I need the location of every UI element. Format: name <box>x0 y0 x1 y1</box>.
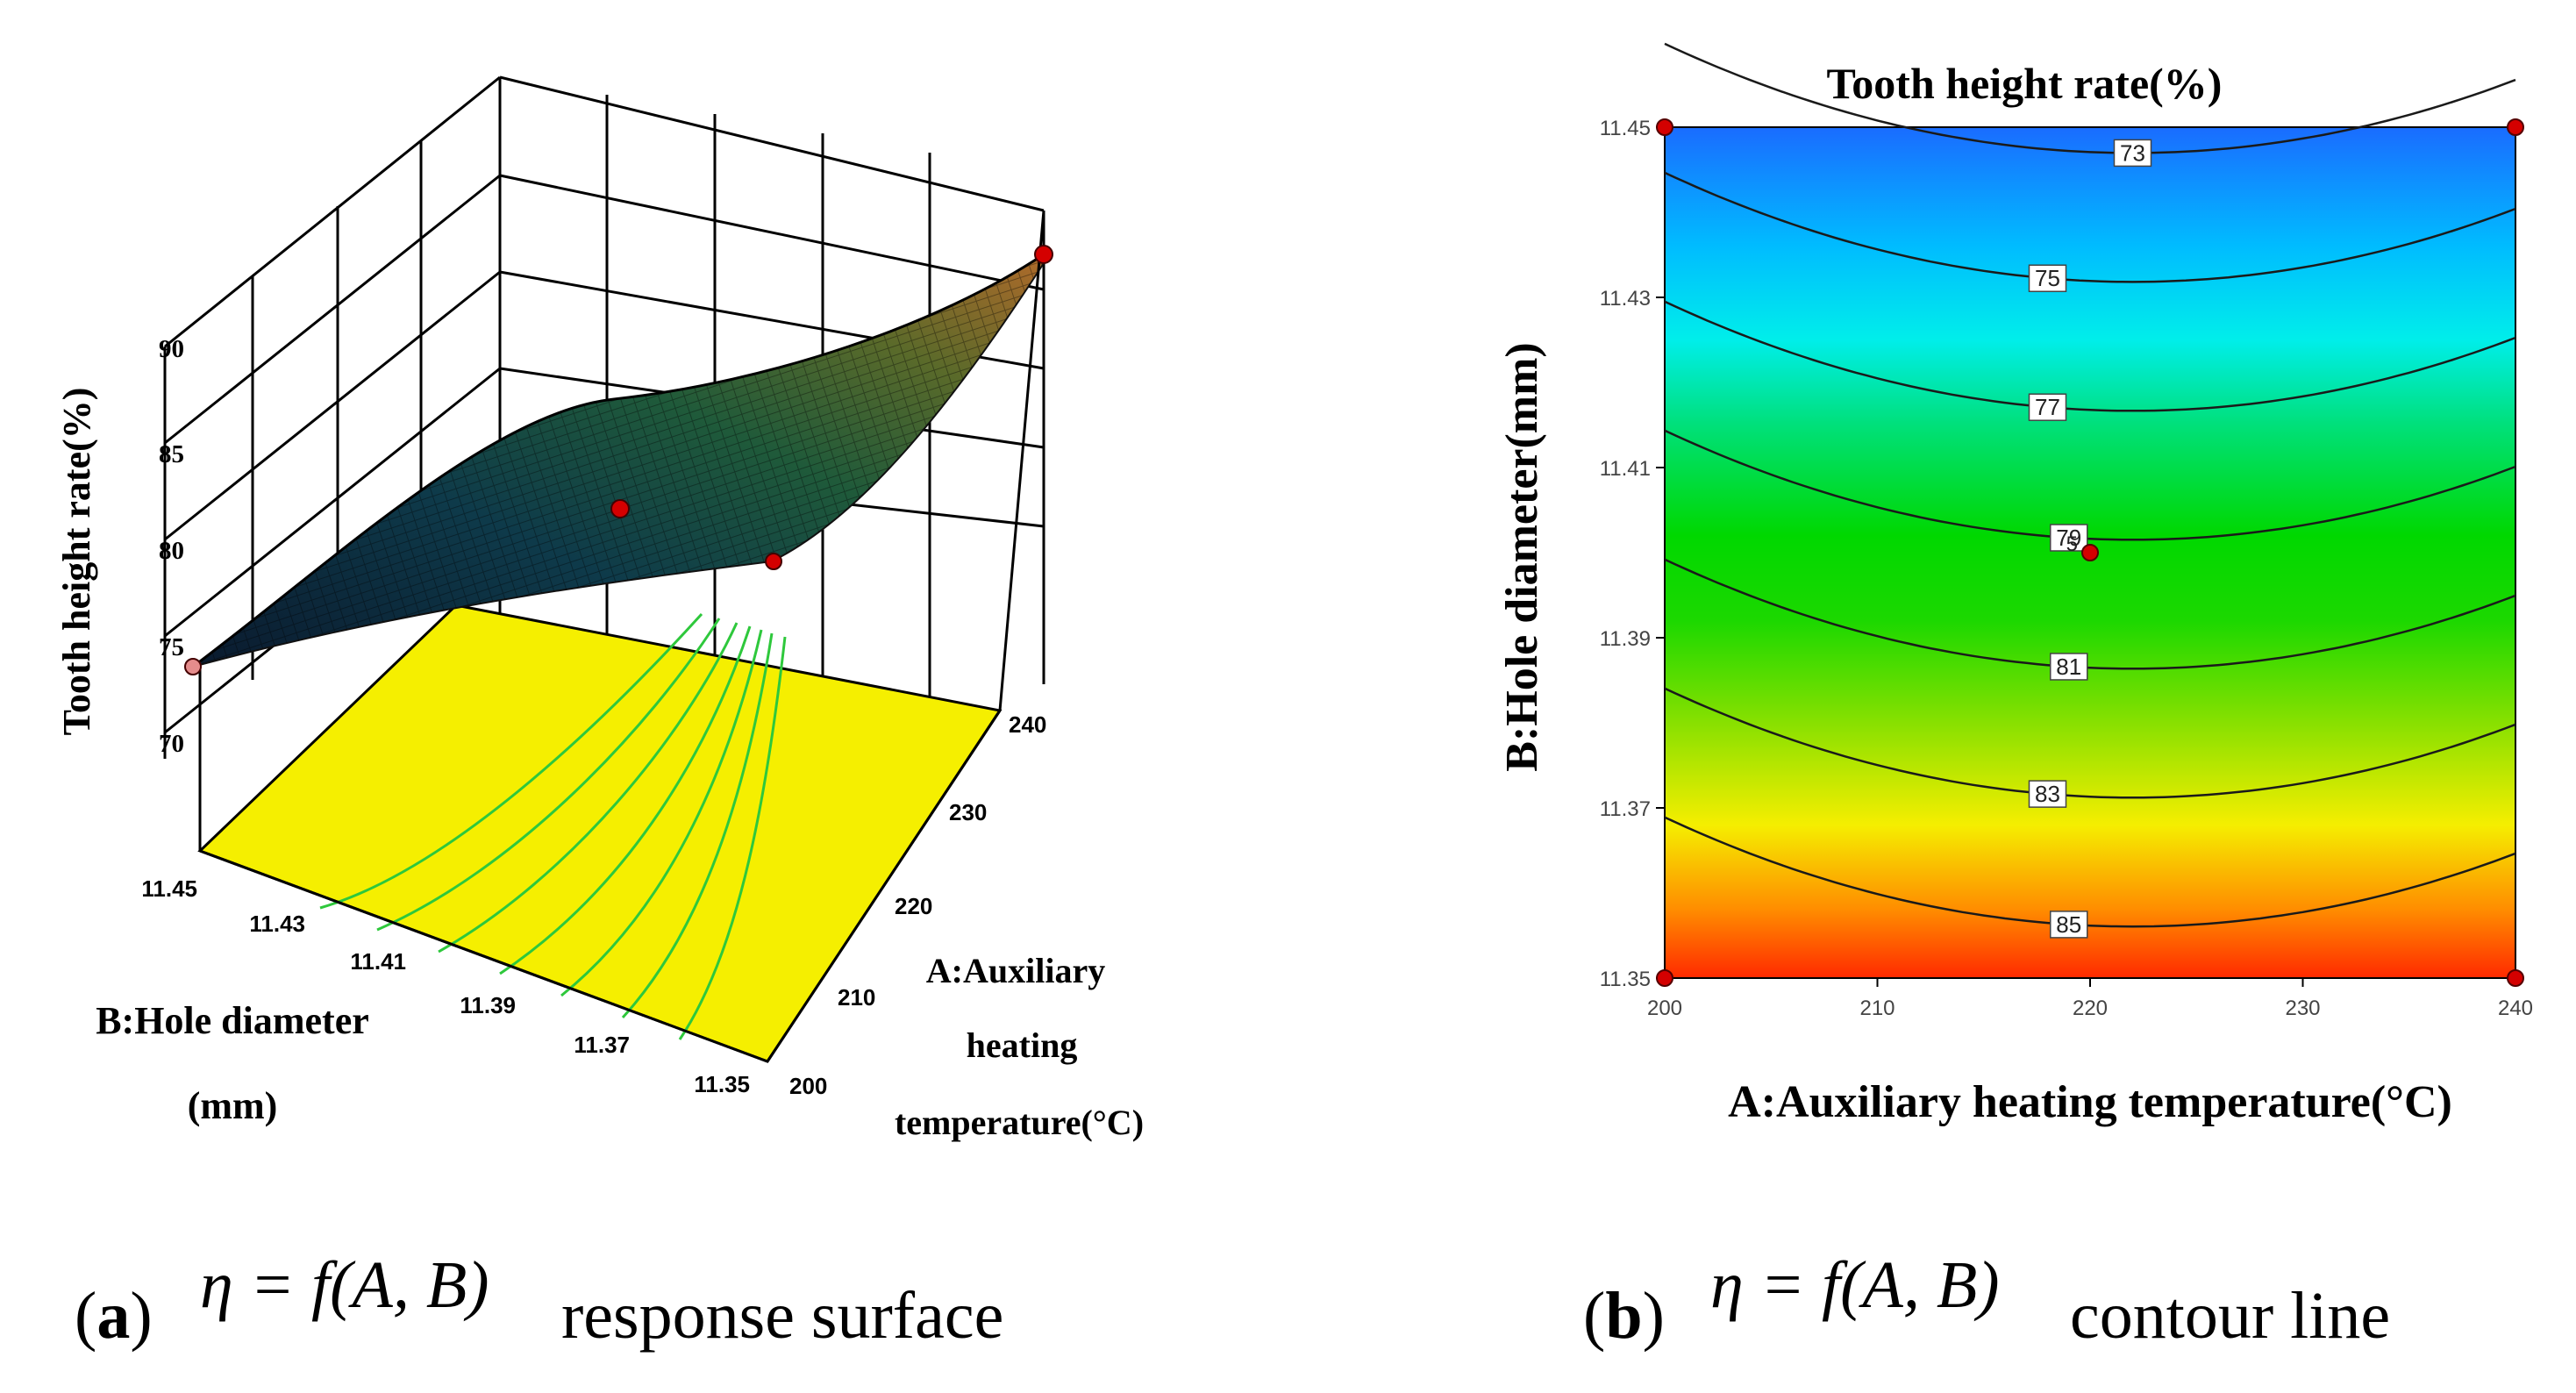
x-tick-label: 240 <box>2498 997 2533 1020</box>
contour-label-box <box>2050 911 2088 939</box>
contour-line-81 <box>1664 558 2516 670</box>
contour-y-axis: 11.35 11.37 11.39 11.41 11.43 11.45 <box>1600 117 1665 991</box>
contour-label: 79 <box>2056 525 2081 551</box>
z-tick-label: 75 <box>159 633 184 661</box>
x-tick-label: 240 <box>1009 711 1046 738</box>
contour-line-85 <box>1664 816 2516 928</box>
y-tick-label: 11.37 <box>1600 797 1651 821</box>
x-axis-title-line: temperature(°C) <box>895 1103 1144 1142</box>
z-tick-label: 80 <box>159 537 184 565</box>
surface-design-points <box>184 245 1053 675</box>
x-tick-label: 210 <box>838 984 875 1011</box>
z-tick-label: 85 <box>159 440 184 468</box>
surface-mesh <box>193 254 1044 667</box>
panel-label: b <box>1605 1279 1642 1353</box>
x-tick-label: 220 <box>895 893 932 919</box>
contour-label: 73 <box>2120 139 2145 166</box>
contour-line-75 <box>1664 171 2516 283</box>
x-tick-label: 200 <box>1647 997 1682 1020</box>
contour-label: 77 <box>2035 394 2060 420</box>
contour-line-77 <box>1664 300 2516 412</box>
contour-lines <box>1664 42 2516 928</box>
floor-plane <box>197 604 1003 1063</box>
panel-label: a <box>96 1279 130 1353</box>
x-axis-title-line: heating <box>967 1025 1078 1065</box>
contour-y-axis-title: B:Hole diameter(mm) <box>1497 342 1547 771</box>
z-axis-title: Tooth height rate(%) <box>55 388 98 736</box>
y-tick-label: 11.41 <box>350 948 406 975</box>
y-axis: 11.45 11.43 11.41 11.39 11.37 11.35 <box>141 875 750 1097</box>
design-point <box>765 553 782 570</box>
y-axis-title: B:Hole diameter (mm) <box>96 999 369 1127</box>
contour-label-box <box>2028 264 2067 292</box>
contour-label-box <box>2028 780 2067 808</box>
y-tick-label: 11.41 <box>1600 457 1651 481</box>
z-tick-label: 90 <box>159 335 184 363</box>
y-tick-label: 11.45 <box>1600 117 1651 140</box>
caption-formula: η = f(A, B) <box>200 1248 489 1322</box>
contour-label: 81 <box>2056 654 2081 680</box>
y-tick-label: 11.35 <box>1600 968 1651 991</box>
floor-contours <box>319 612 787 1040</box>
design-point <box>610 499 630 518</box>
front-frame <box>198 210 1045 1063</box>
caption-b: (b) η = f(A, B) contour line <box>1583 1248 2390 1353</box>
design-point <box>184 658 202 675</box>
x-tick-label: 200 <box>789 1073 827 1099</box>
contour-line-73 <box>1664 42 2516 154</box>
y-axis-title-line: B:Hole diameter <box>96 999 369 1042</box>
surface-edge <box>192 253 1045 668</box>
x-tick-label: 220 <box>2073 997 2108 1020</box>
x-tick-label: 230 <box>949 799 987 825</box>
y-tick-label: 11.43 <box>1600 287 1651 311</box>
svg-text:(b): (b) <box>1583 1279 1665 1353</box>
contour-line-83 <box>1664 687 2516 799</box>
y-axis-title-line: (mm) <box>188 1084 278 1127</box>
contour-x-axis: 200 210 220 230 240 <box>1647 978 2533 1020</box>
caption-a: (a) η = f(A, B) response surface <box>75 1248 1003 1353</box>
x-tick-label: 210 <box>1859 997 1895 1020</box>
corner-point <box>2507 118 2524 136</box>
z-tick-label: 70 <box>159 730 184 758</box>
contour-line-79 <box>1664 429 2516 541</box>
x-axis-title: A:Auxiliary heating temperature(°C) <box>895 951 1144 1142</box>
contour-label: 75 <box>2035 265 2060 291</box>
y-tick-label: 11.45 <box>141 875 197 902</box>
contour-label-box <box>2050 524 2088 552</box>
contour-label-box <box>2113 139 2152 168</box>
corner-point <box>2507 969 2524 987</box>
corner-point <box>1656 118 1673 136</box>
y-tick-label: 11.35 <box>694 1071 750 1097</box>
contour-label: 83 <box>2035 781 2060 807</box>
contour-x-axis-title: A:Auxiliary heating temperature(°C) <box>1728 1077 2452 1127</box>
contour-title: Tooth height rate(%) <box>1827 59 2223 108</box>
y-tick-label: 11.39 <box>1600 627 1651 651</box>
caption-formula: η = f(A, B) <box>1710 1248 2000 1322</box>
x-axis: 200 210 220 230 240 <box>789 711 1046 1099</box>
x-tick-label: 230 <box>2285 997 2320 1020</box>
x-axis-title-line: A:Auxiliary <box>926 951 1105 990</box>
contour-label-box <box>2050 653 2088 681</box>
caption-text: response surface <box>561 1279 1003 1353</box>
z-axis: 70 75 80 85 90 <box>159 335 184 758</box>
contour-label-box <box>2028 393 2067 421</box>
contour-label: 85 <box>2056 911 2081 938</box>
caption-text: contour line <box>2070 1279 2390 1353</box>
center-point-label: 5 <box>2066 532 2078 556</box>
panel-a: 70 75 80 85 90 Tooth height rate(%) 11.4… <box>55 75 1144 1353</box>
contour-labels: 73 75 77 79 81 83 85 <box>2028 139 2152 939</box>
y-tick-label: 11.43 <box>249 911 305 937</box>
design-point <box>1034 245 1053 264</box>
svg-text:(a): (a) <box>75 1279 153 1353</box>
contour-design-points: 5 <box>1656 118 2524 987</box>
center-point <box>2081 544 2099 561</box>
y-tick-label: 11.37 <box>574 1032 630 1058</box>
corner-point <box>1656 969 1673 987</box>
y-tick-label: 11.39 <box>460 992 516 1018</box>
